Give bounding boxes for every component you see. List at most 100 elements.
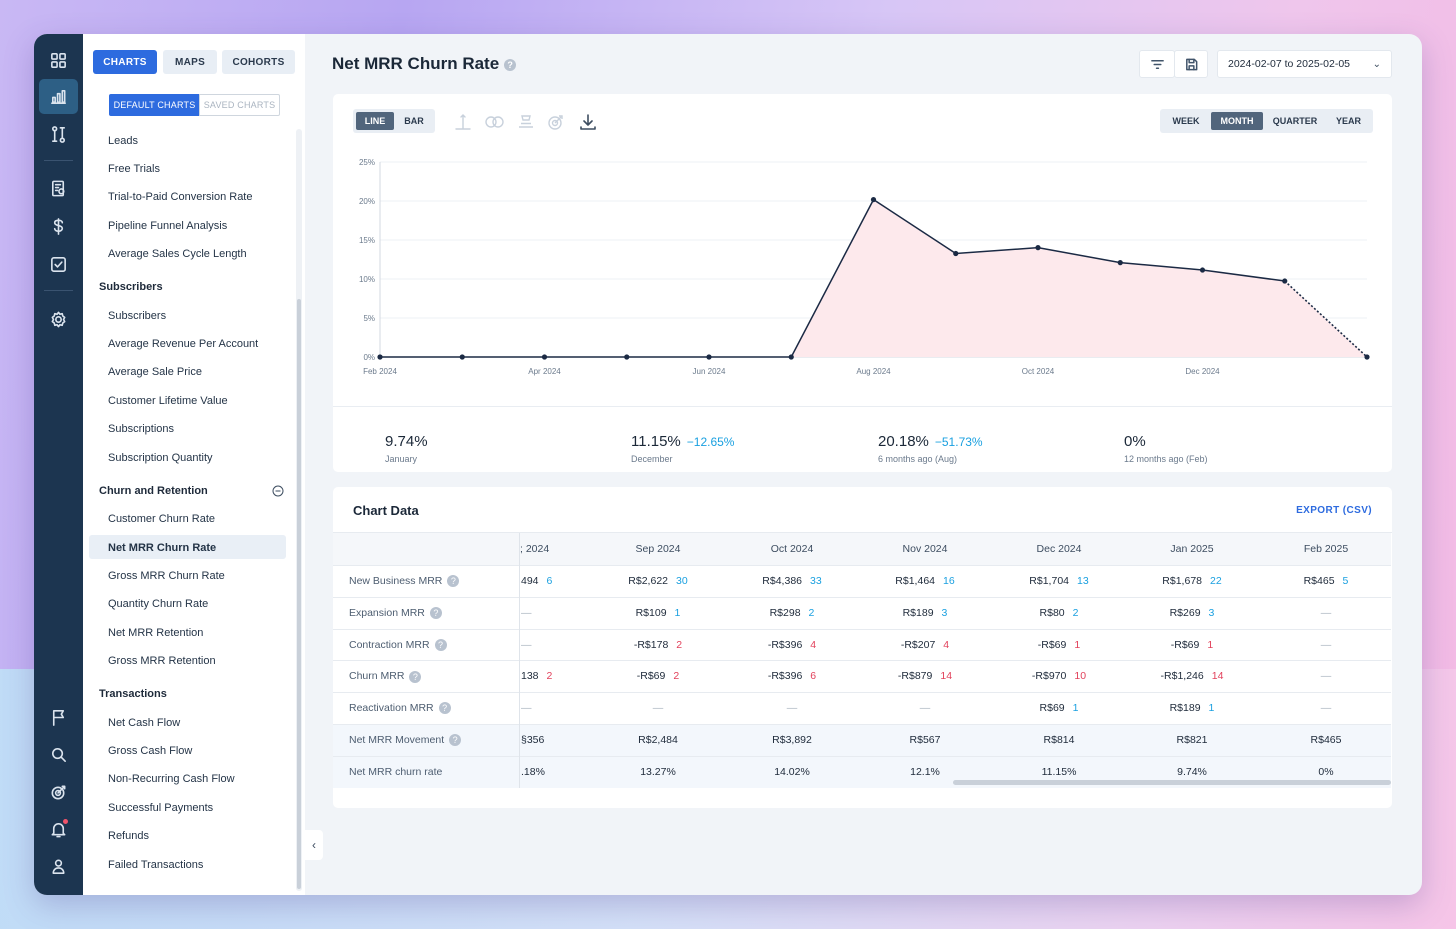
row-label: Reactivation MRR?: [349, 702, 451, 715]
x-tick-label: Apr 2024: [528, 367, 561, 376]
nav-item[interactable]: Average Sale Price: [108, 366, 202, 378]
tasks-icon[interactable]: [39, 247, 78, 282]
nav-item[interactable]: Leads: [108, 135, 138, 147]
nav-item[interactable]: Failed Transactions: [108, 859, 204, 871]
nav-item[interactable]: Net MRR Retention: [108, 627, 204, 639]
table-cell: 13.27%: [603, 766, 713, 778]
help-icon[interactable]: ?: [449, 734, 462, 747]
data-point: [1364, 354, 1370, 360]
integrations-icon[interactable]: [39, 117, 78, 152]
page-title-text: Net MRR Churn Rate: [332, 54, 500, 73]
nav-item[interactable]: Subscribers: [108, 310, 167, 322]
table-scrollbar-thumb[interactable]: [953, 780, 1391, 785]
nav-item[interactable]: Gross MRR Retention: [108, 655, 216, 667]
cell-value: R$465: [1303, 575, 1335, 587]
cell-value: 13.27%: [640, 765, 676, 778]
week-interval-button[interactable]: WEEK: [1172, 116, 1200, 126]
table-cell: R$4,386 33: [737, 575, 847, 587]
page-title: Net MRR Churn Rate?: [332, 54, 517, 74]
compare-icon[interactable]: [455, 114, 471, 130]
nav-item[interactable]: Trial-to-Paid Conversion Rate: [108, 191, 253, 203]
column-header[interactable]: Dec 2024: [1036, 543, 1082, 555]
help-icon[interactable]: ?: [504, 58, 517, 71]
column-header[interactable]: Nov 2024: [902, 543, 948, 555]
download-icon[interactable]: [580, 114, 596, 130]
cell-value: -R$970: [1031, 670, 1067, 683]
rail-divider: [44, 290, 73, 291]
help-icon[interactable]: ?: [447, 575, 460, 588]
table-cell: -R$69 1: [1004, 639, 1114, 651]
help-icon[interactable]: ?: [409, 670, 422, 683]
nav-item[interactable]: Subscription Quantity: [108, 452, 213, 464]
churn-rate-chart[interactable]: 0% 5% 10% 15% 20% 25% Feb 2024 Apr 2024 Jun 2024…: [333, 149, 1392, 389]
nav-item[interactable]: Gross MRR Churn Rate: [108, 570, 225, 582]
nav-item[interactable]: Pipeline Funnel Analysis: [108, 220, 228, 232]
nav-item[interactable]: Quantity Churn Rate: [108, 598, 209, 610]
date-range-picker[interactable]: 2024-02-07 to 2025-02-05 ⌄: [1217, 50, 1392, 78]
bar-type-button[interactable]: BAR: [404, 116, 424, 126]
chevron-down-icon: ⌄: [1372, 58, 1381, 70]
nav-item[interactable]: Gross Cash Flow: [108, 745, 193, 757]
table-cell: -R$69 2: [603, 670, 713, 682]
cell-count: 2: [808, 606, 815, 619]
row-label-text: Reactivation MRR: [349, 702, 434, 715]
toggle-icon[interactable]: [485, 116, 504, 128]
year-interval-button[interactable]: YEAR: [1335, 116, 1361, 126]
tab-maps[interactable]: MAPS: [163, 50, 217, 74]
export-csv-link[interactable]: EXPORT (CSV): [1296, 505, 1372, 516]
sidebar-scrollbar-thumb[interactable]: [297, 299, 301, 889]
nav-item[interactable]: Refunds: [108, 830, 149, 842]
saved-charts-toggle[interactable]: SAVED CHARTS: [199, 94, 280, 116]
dollar-icon[interactable]: [39, 209, 78, 244]
nav-item[interactable]: Free Trials: [108, 163, 160, 175]
reports-icon[interactable]: [39, 171, 78, 206]
dashboard-icon[interactable]: [39, 43, 78, 78]
table-cell: —: [1271, 702, 1381, 714]
search-icon[interactable]: [39, 737, 78, 772]
stat-block: 20.18% −51.73% 6 months ago (Aug): [878, 433, 983, 464]
stack-icon[interactable]: [519, 115, 533, 128]
help-icon[interactable]: ?: [429, 607, 442, 620]
collapse-section-icon[interactable]: [272, 485, 284, 497]
cell-count: 3: [941, 606, 948, 619]
flag-icon[interactable]: [39, 700, 78, 735]
nav-item[interactable]: Successful Payments: [108, 802, 214, 814]
column-header[interactable]: ; 2024: [520, 543, 550, 555]
y-tick-label: 25%: [359, 158, 375, 167]
goals-icon[interactable]: [39, 775, 78, 810]
collapse-sidebar-button[interactable]: ‹: [305, 830, 323, 860]
nav-item[interactable]: Net Cash Flow: [108, 717, 181, 729]
nav-item[interactable]: Average Revenue Per Account: [108, 338, 259, 350]
column-header[interactable]: Feb 2025: [1303, 543, 1349, 555]
bell-icon[interactable]: [39, 812, 78, 847]
notification-dot: [63, 819, 68, 824]
column-header[interactable]: Oct 2024: [770, 543, 814, 555]
goal-icon[interactable]: [548, 115, 563, 130]
nav-item[interactable]: Customer Churn Rate: [108, 513, 215, 525]
tab-charts[interactable]: CHARTS: [93, 50, 157, 74]
charts-icon[interactable]: [39, 79, 78, 114]
quarter-interval-button[interactable]: QUARTER: [1272, 116, 1318, 126]
table-cell: R$109 1: [603, 607, 713, 619]
settings-icon[interactable]: [39, 302, 78, 337]
table-cell: 14.02%: [737, 766, 847, 778]
column-header[interactable]: Sep 2024: [635, 543, 681, 555]
nav-item[interactable]: Non-Recurring Cash Flow: [108, 773, 235, 785]
stat-label: 6 months ago (Aug): [878, 454, 958, 464]
nav-item[interactable]: Subscriptions: [108, 423, 175, 435]
table-cell: -R$879 14: [870, 670, 980, 682]
default-charts-toggle[interactable]: DEFAULT CHARTS: [109, 94, 200, 116]
row-label: Expansion MRR?: [349, 607, 442, 620]
user-icon[interactable]: [39, 849, 78, 884]
filter-button[interactable]: [1139, 50, 1175, 78]
line-type-button[interactable]: LINE: [356, 112, 394, 130]
nav-item[interactable]: Net MRR Churn Rate: [108, 542, 217, 554]
month-interval-button[interactable]: MONTH: [1211, 112, 1263, 130]
nav-item[interactable]: Average Sales Cycle Length: [108, 248, 247, 260]
column-header[interactable]: Jan 2025: [1170, 543, 1214, 555]
nav-item[interactable]: Customer Lifetime Value: [108, 395, 228, 407]
save-button[interactable]: [1174, 50, 1208, 78]
tab-cohorts[interactable]: COHORTS: [222, 50, 295, 74]
help-icon[interactable]: ?: [438, 702, 451, 715]
help-icon[interactable]: ?: [434, 638, 447, 651]
